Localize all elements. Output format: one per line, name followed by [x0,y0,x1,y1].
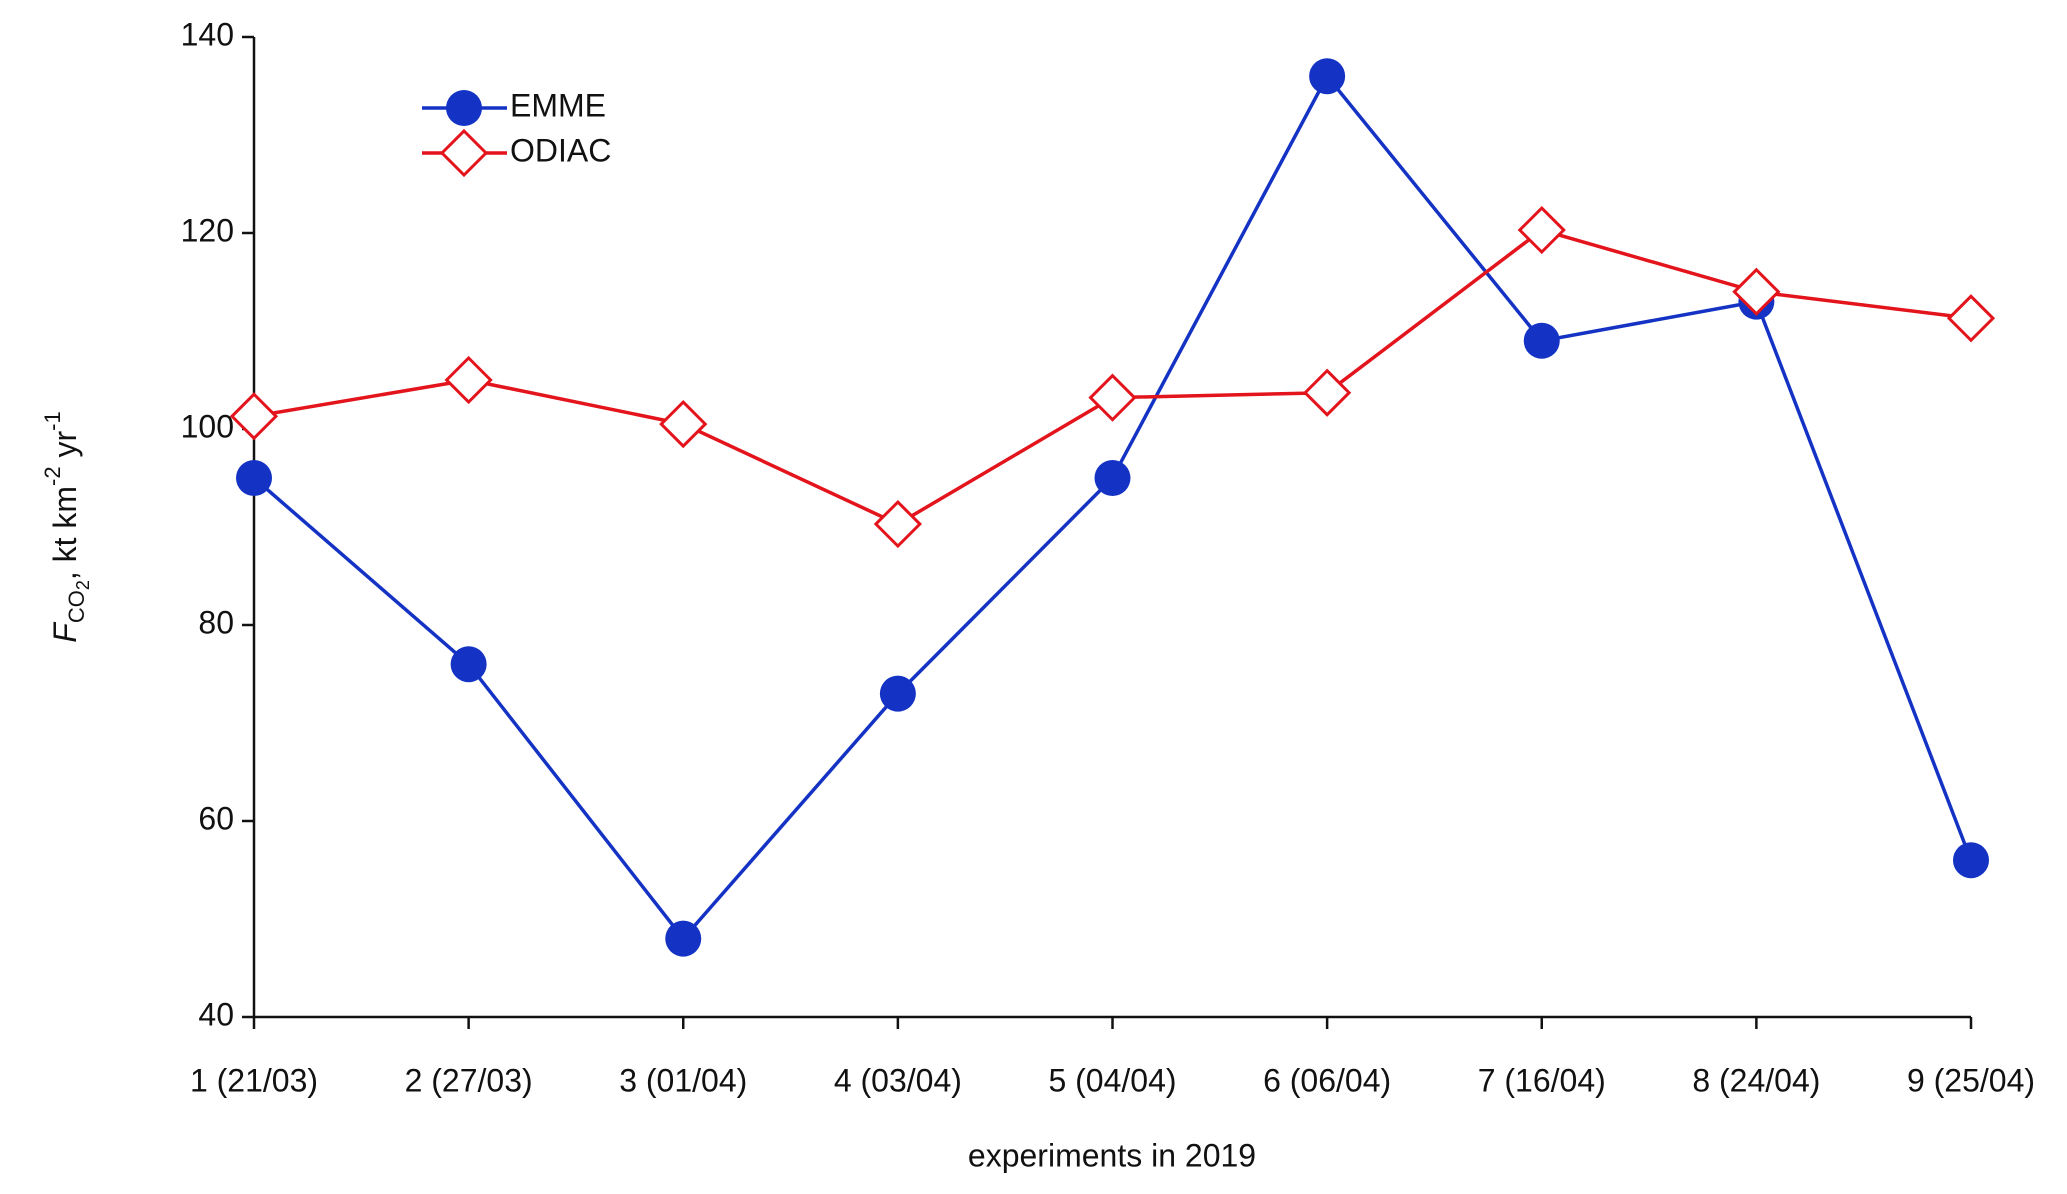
point [1303,368,1352,417]
y-tick-label: 100 [181,408,234,444]
point [236,460,272,496]
y-axis-title-part: 2 [73,580,93,590]
y-axis-title-part: , kt km [47,486,83,580]
legend-label: EMME [510,87,606,123]
legend-marker [446,90,482,126]
point [1946,294,1996,343]
y-axis-title-part: yr [47,430,83,466]
point [659,399,708,449]
x-tick-label: 5 (04/04) [1048,1062,1176,1098]
y-tick-label: 80 [198,604,234,640]
legend-label: ODIAC [510,132,611,168]
y-axis-title-part: -2 [40,466,65,486]
series [229,205,1996,549]
point [444,355,493,405]
y-axis-title-part: F [47,621,83,643]
y-axis-title-part: CO [64,590,89,623]
y-tick-label: 140 [181,16,234,52]
point [873,499,922,549]
point [1517,205,1566,255]
x-tick-label: 1 (21/03) [190,1062,318,1098]
x-tick-label: 4 (03/04) [834,1062,962,1098]
y-tick-label: 40 [198,996,234,1032]
point [1732,267,1781,316]
legend-marker [439,128,489,178]
x-tick-label: 7 (16/04) [1478,1062,1606,1098]
x-axis-title: experiments in 2019 [968,1137,1256,1173]
point [229,392,279,441]
point [879,675,916,712]
y-tick-label: 120 [181,212,234,248]
point [1953,842,1989,879]
point [1094,460,1131,496]
x-tick-label: 2 (27/03) [405,1062,533,1098]
x-tick-label: 3 (01/04) [619,1062,747,1098]
point [1309,58,1346,95]
x-tick-label: 8 (24/04) [1692,1062,1820,1098]
y-tick-label: 60 [198,800,234,836]
y-axis-title: FCO2, kt km-2 yr-1 [40,411,93,642]
series [236,58,1989,957]
x-tick-label: 9 (25/04) [1907,1062,2035,1098]
point [450,646,487,683]
x-tick-label: 6 (06/04) [1263,1062,1391,1098]
y-axis-title-part: -1 [40,411,65,431]
point [1523,322,1560,359]
point [1088,373,1137,422]
series-line [252,73,1973,942]
point [665,920,702,957]
